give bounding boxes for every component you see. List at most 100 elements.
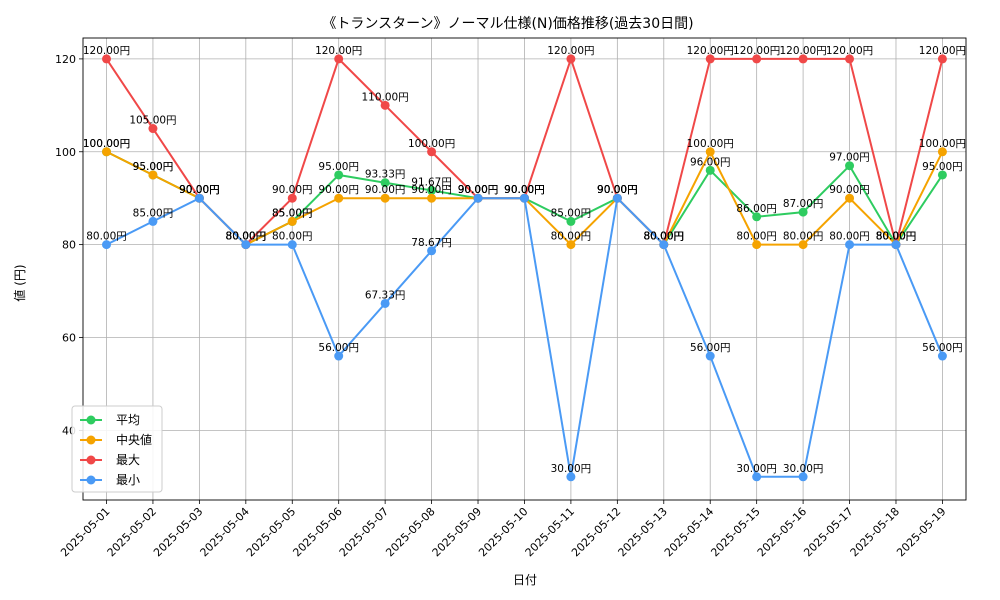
data-point (519, 193, 529, 203)
legend-swatch-marker (86, 435, 96, 445)
data-label: 95.00円 (133, 161, 174, 173)
data-label: 90.00円 (597, 184, 638, 196)
data-labels: 100.00円95.00円90.00円80.00円85.00円95.00円93.… (83, 45, 966, 475)
data-label: 100.00円 (919, 138, 966, 150)
data-point (937, 147, 947, 157)
data-label: 30.00円 (736, 463, 777, 475)
data-point (566, 472, 576, 482)
data-point (427, 185, 437, 195)
data-point (334, 351, 344, 361)
data-label: 90.00円 (365, 184, 406, 196)
data-label: 90.00円 (504, 184, 545, 196)
data-label: 90.00円 (179, 184, 220, 196)
data-point (102, 147, 111, 157)
legend-swatch-marker (86, 455, 96, 465)
data-point (566, 240, 576, 250)
data-point (937, 54, 947, 64)
plot-frame (82, 37, 967, 501)
data-label: 96.00円 (690, 156, 731, 168)
data-point (752, 472, 762, 482)
data-point (705, 165, 715, 175)
data-point (102, 54, 111, 64)
data-point (102, 240, 111, 250)
data-label: 120.00円 (687, 45, 734, 57)
data-point (798, 54, 808, 64)
data-point (937, 170, 947, 180)
data-point (334, 193, 344, 203)
data-label: 80.00円 (643, 231, 684, 243)
data-point (845, 54, 855, 64)
legend-label: 最小 (116, 473, 140, 487)
data-point (659, 240, 669, 250)
data-label: 90.00円 (597, 184, 638, 196)
data-label: 80.00円 (226, 231, 267, 243)
data-point (752, 212, 762, 222)
data-point (287, 240, 297, 250)
data-label: 80.00円 (551, 231, 592, 243)
series-group (102, 54, 947, 482)
data-point (705, 54, 715, 64)
legend-label: 最大 (116, 453, 140, 467)
data-label: 80.00円 (226, 231, 267, 243)
data-label: 80.00円 (876, 231, 917, 243)
data-label: 100.00円 (83, 138, 130, 150)
data-point (380, 100, 390, 110)
data-point (334, 54, 344, 64)
chart-title: 《トランスターン》ノーマル仕様(N)価格推移(過去30日間) (322, 16, 693, 32)
data-point (380, 178, 390, 188)
data-label: 110.00円 (362, 91, 409, 103)
data-point (566, 216, 576, 226)
data-point (845, 240, 855, 250)
data-point (705, 147, 715, 157)
data-label: 90.00円 (829, 184, 870, 196)
series-3 (102, 193, 947, 482)
data-label: 80.00円 (643, 231, 684, 243)
data-label: 90.00円 (504, 184, 545, 196)
legend-swatch-marker (86, 475, 96, 485)
data-label: 120.00円 (919, 45, 966, 57)
data-label: 97.00円 (829, 152, 870, 164)
data-label: 85.00円 (133, 207, 174, 219)
data-label: 80.00円 (876, 231, 917, 243)
data-point (427, 147, 437, 157)
data-point (705, 351, 715, 361)
data-label: 67.33円 (365, 289, 406, 301)
data-point (148, 216, 158, 226)
data-point (845, 193, 855, 203)
data-label: 120.00円 (83, 45, 130, 57)
data-label: 85.00円 (272, 207, 313, 219)
axes: 4060801001202025-05-012025-05-022025-05-… (55, 37, 967, 559)
data-point (612, 193, 622, 203)
data-point (752, 54, 762, 64)
legend-label: 中央値 (116, 432, 152, 447)
x-tick-label: 2025-05-19 (894, 505, 948, 559)
data-label: 90.00円 (272, 184, 313, 196)
data-point (194, 193, 204, 203)
data-label: 95.00円 (133, 161, 174, 173)
data-label: 100.00円 (687, 138, 734, 150)
y-tick-label: 60 (62, 331, 76, 344)
data-label: 90.00円 (458, 184, 499, 196)
data-label: 78.67円 (411, 237, 452, 249)
data-point (427, 193, 437, 203)
data-point (148, 170, 158, 180)
data-label: 80.00円 (643, 231, 684, 243)
data-point (380, 193, 390, 203)
data-point (845, 161, 855, 171)
data-point (148, 124, 158, 134)
data-label: 85.00円 (551, 207, 592, 219)
data-label: 90.00円 (411, 184, 452, 196)
data-label: 120.00円 (733, 45, 780, 57)
data-point (937, 351, 947, 361)
data-label: 80.00円 (829, 231, 870, 243)
data-label: 90.00円 (458, 184, 499, 196)
data-point (473, 193, 483, 203)
data-point (287, 193, 297, 203)
y-tick-label: 100 (55, 146, 76, 159)
data-label: 80.00円 (876, 231, 917, 243)
data-label: 85.00円 (272, 207, 313, 219)
y-tick-label: 80 (62, 239, 76, 252)
data-label: 90.00円 (179, 184, 220, 196)
